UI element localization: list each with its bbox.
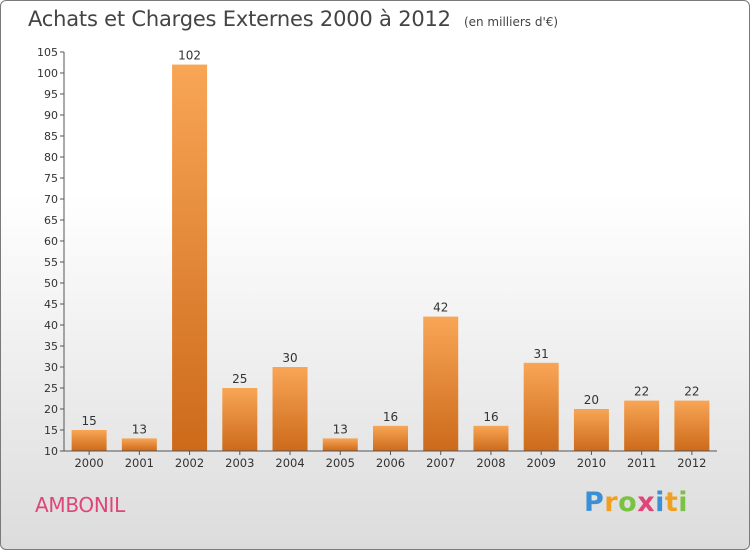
logo-letter: x [637,487,656,518]
y-tick-label: 75 [44,172,58,185]
y-tick-label: 40 [44,319,58,332]
data-label: 42 [433,301,448,315]
data-label: 13 [333,422,348,436]
y-tick-label: 25 [44,382,58,395]
bar-2011 [624,400,660,451]
bar-2000 [71,430,107,451]
data-label: 102 [178,49,201,63]
bar-2010 [573,409,609,451]
y-tick-label: 50 [44,277,58,290]
data-label: 31 [534,347,549,361]
data-label: 20 [584,393,599,407]
data-label: 16 [383,410,398,424]
data-label: 30 [282,351,297,365]
bar-2001 [121,438,157,451]
x-tick-label: 2010 [577,456,606,470]
bar-2009 [523,362,559,451]
data-label: 22 [684,385,699,399]
y-tick-label: 85 [44,130,58,143]
y-tick-label: 20 [44,403,58,416]
x-tick-label: 2001 [125,456,154,470]
logo-letter: t [664,487,679,518]
chart-header: Achats et Charges Externes 2000 à 2012 (… [28,7,558,31]
y-axis: 10 15 20 25 30 35 40 45 50 55 60 65 70 75 80 85 90 95 100 1… [37,46,65,458]
data-label: 25 [232,372,247,386]
x-tick-label: 2000 [74,456,103,470]
data-label: 22 [634,385,649,399]
data-label: 15 [81,414,96,428]
x-tick-label: 2011 [627,456,656,470]
x-tick-label: 2012 [677,456,706,470]
x-tick-label: 2003 [225,456,254,470]
proxiti-logo: Proxiti [584,487,688,518]
y-tick-label: 90 [44,109,58,122]
data-label: 13 [132,422,147,436]
y-tick-label: 55 [44,256,58,269]
y-tick-label: 45 [44,298,58,311]
bar-2005 [322,438,358,451]
bar-2002 [172,64,208,451]
chart-unit: (en milliers d'€) [463,15,559,29]
data-label: 16 [483,410,498,424]
bar-2003 [222,388,258,451]
y-tick-label: 35 [44,340,58,353]
chart-title: Achats et Charges Externes 2000 à 2012 [28,7,451,31]
logo-letter: P [584,487,605,518]
x-tick-label: 2005 [326,456,355,470]
commune-name: AMBONIL [35,493,125,517]
bars: 15 13 102 25 30 13 16 42 16 31 20 22 22 [71,49,710,451]
y-tick-label: 95 [44,88,58,101]
x-tick-label: 2007 [426,456,455,470]
bar-2012 [674,400,710,451]
x-tick-label: 2002 [175,456,204,470]
x-tick-label: 2004 [275,456,304,470]
y-tick-label: 100 [37,67,58,80]
x-axis: 2000 2001 2002 2003 2004 2005 2006 2007 2008 2009… [64,450,717,470]
bar-2008 [473,425,509,451]
bar-2006 [373,425,408,451]
x-tick-label: 2008 [476,456,505,470]
y-tick-label: 105 [37,46,58,59]
y-tick-label: 60 [44,235,58,248]
y-tick-label: 10 [44,445,58,458]
y-tick-label: 70 [44,193,58,206]
bar-2007 [423,316,459,451]
y-tick-label: 80 [44,151,58,164]
logo-letter: o [618,487,638,518]
y-tick-label: 30 [44,361,58,374]
y-tick-label: 65 [44,214,58,227]
x-tick-label: 2009 [527,456,556,470]
bar-2004 [272,367,308,451]
logo-letter: i [678,487,689,518]
y-tick-label: 15 [44,424,58,437]
x-tick-label: 2006 [376,456,405,470]
logo-letter: r [604,487,619,518]
logo-letter: i [655,487,665,518]
